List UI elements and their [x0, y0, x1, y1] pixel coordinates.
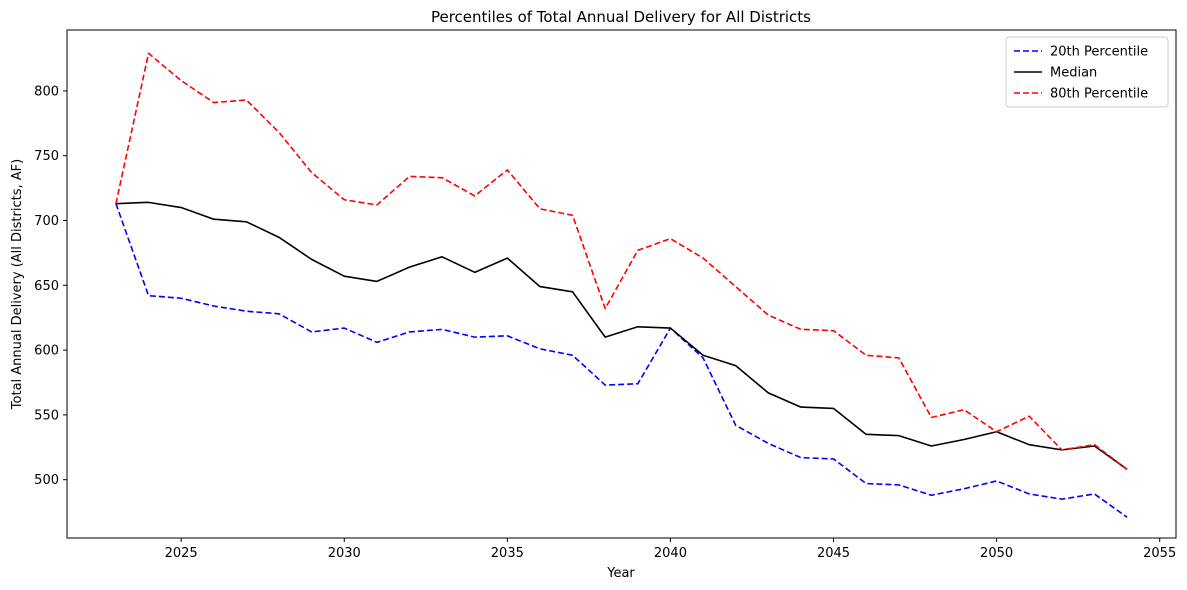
chart-title: Percentiles of Total Annual Delivery for…: [431, 8, 811, 26]
legend-label: Median: [1050, 66, 1097, 81]
x-tick-label: 2040: [654, 546, 687, 561]
series-group: [115, 52, 1128, 518]
x-tick-label: 2045: [817, 546, 850, 561]
y-tick-label: 750: [34, 149, 59, 164]
plot-area: [66, 29, 1177, 539]
y-tick-label: 500: [34, 473, 59, 488]
y-tick-label: 700: [34, 214, 59, 229]
x-tick-label: 2030: [328, 546, 361, 561]
legend-label: 20th Percentile: [1050, 45, 1148, 60]
y-axis-label: Total Annual Delivery (All Districts, AF…: [10, 159, 25, 410]
series-line-3: [115, 52, 1128, 470]
legend: 20th Percentile Median 80th Percentile: [1005, 36, 1169, 108]
x-tick-label: 2050: [980, 546, 1013, 561]
series-line-1: [115, 203, 1128, 518]
y-axis: 500 550 600 650 700 750 800: [34, 84, 67, 488]
plot-frame: [66, 29, 1177, 539]
y-tick-label: 550: [34, 408, 59, 423]
y-tick-label: 600: [34, 344, 59, 359]
y-tick-label: 650: [34, 279, 59, 294]
series-line-2: [115, 201, 1128, 470]
x-axis-label: Year: [606, 566, 635, 581]
x-tick-label: 2035: [491, 546, 524, 561]
y-tick-label: 800: [34, 84, 59, 99]
legend-label: 80th Percentile: [1050, 87, 1148, 102]
x-tick-label: 2025: [165, 546, 198, 561]
legend-box: [1005, 36, 1169, 108]
x-tick-label: 2055: [1143, 546, 1176, 561]
x-axis: 2025 2030 2035 2040 2045 2050 2055: [165, 538, 1176, 561]
